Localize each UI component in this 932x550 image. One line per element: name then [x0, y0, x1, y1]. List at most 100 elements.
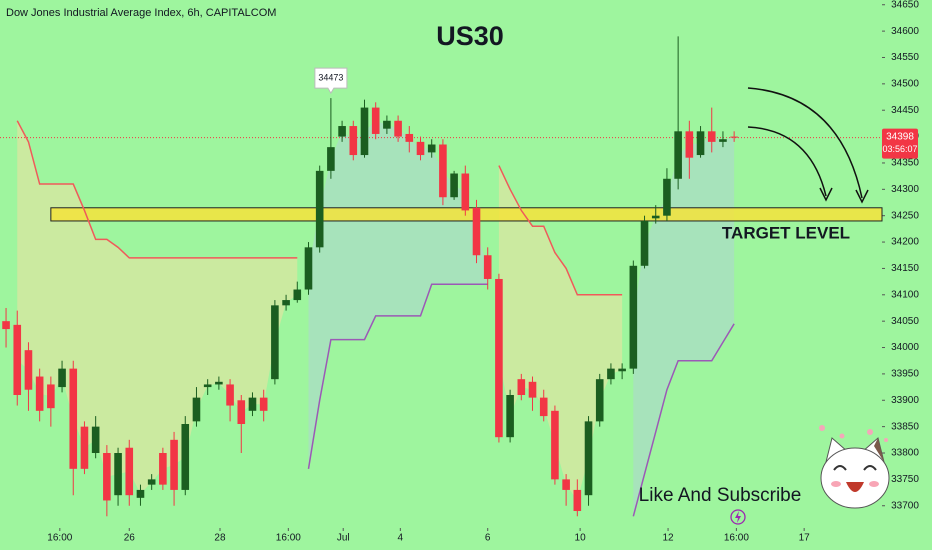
cat-mouth: [846, 482, 864, 492]
candle-body: [282, 300, 290, 306]
cat-eye: [863, 465, 877, 471]
y-tick-label: 34650: [891, 0, 919, 10]
y-tick-label: 34150: [891, 263, 919, 274]
indicator-line: [632, 323, 735, 517]
y-tick-label: 34550: [891, 52, 919, 63]
flower: [867, 429, 873, 435]
candle-body: [730, 136, 738, 138]
arrow: [747, 87, 863, 199]
candle-body: [539, 397, 548, 417]
candle-body: [338, 126, 346, 137]
candle-body: [383, 120, 391, 129]
x-tick-label: 12: [662, 533, 674, 544]
y-tick-label: 33950: [891, 369, 919, 380]
candle-body: [349, 126, 358, 156]
candle-body: [13, 324, 22, 395]
candle-body: [416, 141, 425, 156]
y-tick-label: 34600: [891, 26, 919, 37]
flower: [839, 433, 845, 439]
candle-body: [618, 368, 626, 372]
x-tick-label: 16:00: [276, 533, 301, 544]
candle-body: [271, 305, 279, 380]
header: Dow Jones Industrial Average Index, 6h, …: [6, 7, 276, 19]
bolt-icon[interactable]: [730, 509, 746, 525]
bolt-circle: [730, 509, 746, 525]
candle-body: [551, 410, 559, 480]
candle-body: [237, 400, 246, 424]
candle-body: [58, 368, 66, 388]
candle-body: [360, 107, 369, 156]
candle-body: [114, 453, 122, 496]
x-tick-label: 16:00: [47, 533, 72, 544]
callout-box: [314, 67, 348, 95]
candle-body: [203, 384, 212, 388]
y-tick-label: 33750: [891, 474, 919, 485]
trend-fill: [498, 165, 623, 501]
y-tick-label: 33700: [891, 500, 919, 511]
candle-body: [69, 368, 78, 469]
candle-body: [707, 131, 716, 142]
arrows: [747, 87, 869, 204]
candle-body: [439, 144, 447, 198]
indicator-line: [16, 120, 298, 259]
x-tick-label: 28: [214, 533, 226, 544]
candle-body: [394, 120, 402, 137]
y-tick-label: 33800: [891, 448, 919, 459]
candle-body: [517, 379, 526, 395]
y-tick-label: 34250: [891, 210, 919, 221]
arrow: [747, 126, 827, 197]
candle-body: [674, 131, 682, 179]
x-tick-label: Jul: [337, 533, 350, 544]
x-tick-label: 17: [799, 533, 811, 544]
candle-body: [181, 424, 190, 490]
main-layer: 33700 33750 33800 33850 33900 33950 34000 34050…: [0, 0, 919, 544]
price-box: [882, 128, 918, 159]
candle-body: [248, 397, 257, 411]
candle-body: [629, 265, 638, 369]
candle-body: [80, 426, 89, 469]
candle-body: [259, 397, 268, 411]
candle-body: [483, 255, 492, 279]
candle-body: [719, 139, 727, 142]
flower: [819, 425, 825, 431]
arrow-head: [819, 187, 833, 202]
candle-body: [226, 384, 234, 406]
candle-body: [528, 381, 537, 398]
flower: [884, 438, 888, 442]
candle-body: [405, 133, 414, 142]
candle-body: [685, 131, 694, 158]
y-tick-label: 33900: [891, 395, 919, 406]
candle-body: [125, 447, 134, 496]
candle-body: [450, 173, 458, 198]
x-tick-label: 4: [398, 533, 404, 544]
price-label: 34398: [886, 131, 914, 142]
candle-body: [584, 421, 593, 496]
y-tick-label: 34500: [891, 78, 919, 89]
candle-body: [91, 426, 100, 454]
candle-body: [103, 453, 111, 501]
candle-body: [371, 107, 380, 134]
countdown: 03:56:07: [882, 144, 917, 154]
y-tick-label: 34000: [891, 342, 919, 353]
candle-body: [2, 321, 10, 330]
candle-body: [215, 381, 223, 385]
candle-body: [304, 247, 313, 290]
candle-body: [24, 350, 33, 390]
candle-body: [35, 376, 44, 411]
x-tick-label: 10: [575, 533, 587, 544]
trend-fill: [17, 120, 298, 494]
arrow-head: [855, 189, 869, 204]
candle-body: [495, 278, 503, 438]
candle-body: [159, 453, 167, 485]
y-tick-label: 34100: [891, 289, 919, 300]
cat-eye: [833, 465, 847, 471]
cat-blush: [869, 481, 879, 487]
candle-body: [472, 207, 481, 256]
target-label: TARGET LEVEL: [722, 223, 850, 242]
candle-body: [293, 289, 302, 301]
candle-body: [696, 131, 705, 156]
candle-body: [663, 178, 671, 216]
candle-body: [651, 215, 660, 219]
candle-body: [147, 479, 156, 485]
